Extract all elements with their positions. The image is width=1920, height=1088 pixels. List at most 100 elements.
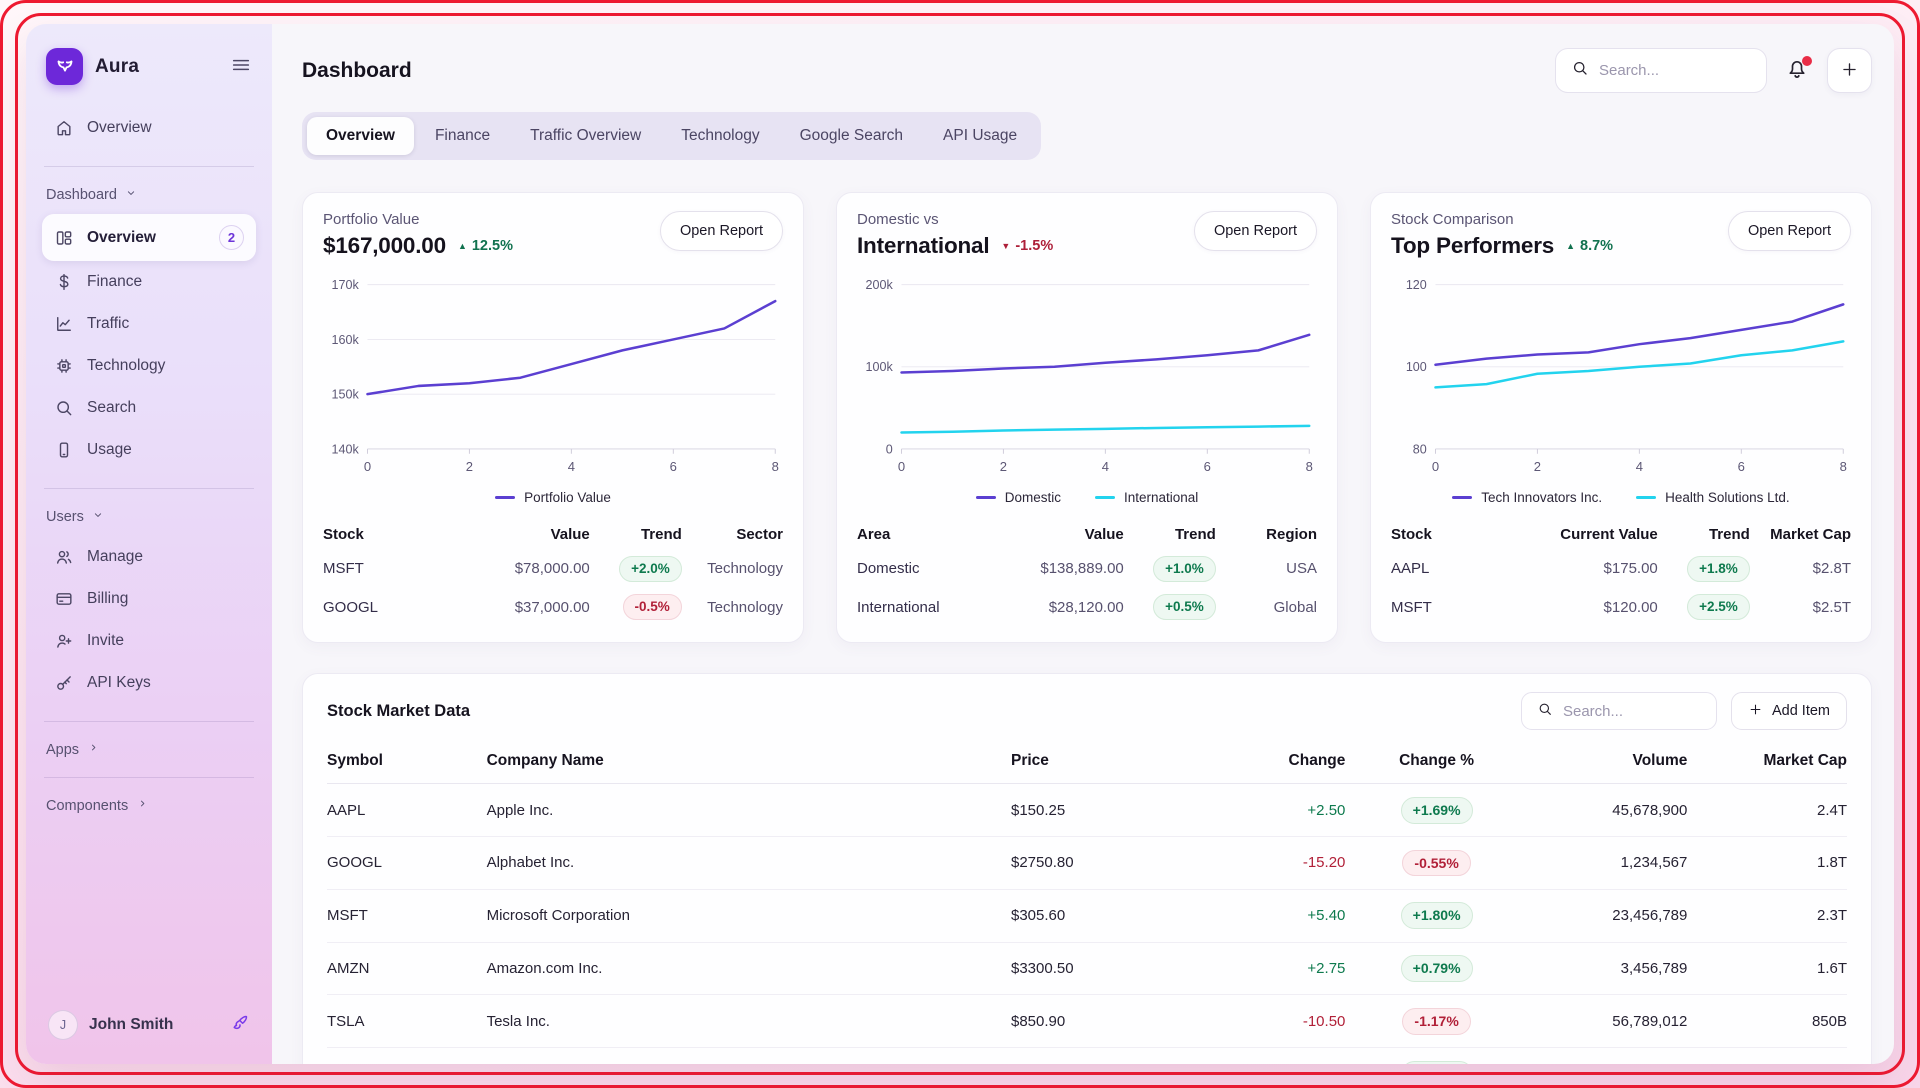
- table-row: GOOGL Alphabet Inc. $2750.80 -15.20 -0.55% 1,…: [327, 836, 1847, 890]
- chart-legend: Portfolio Value: [323, 490, 783, 505]
- column-header: Area: [857, 525, 891, 543]
- column-header-market-cap: Market Cap: [1687, 742, 1847, 785]
- table-cell: USA: [1286, 560, 1317, 578]
- section-label-users[interactable]: Users: [42, 506, 256, 536]
- sidebar-item-label: Finance: [87, 273, 143, 290]
- change-pct-pill: +1.69%: [1400, 796, 1473, 824]
- section-label-text: Dashboard: [46, 187, 117, 203]
- table-row: AAPL Apple Inc. $150.25 +2.50 +1.69% 45,678,9…: [327, 783, 1847, 838]
- change-cell: +5.40: [1208, 889, 1346, 943]
- table-cell: Tesla Inc.: [486, 994, 1011, 1049]
- chevron-right-icon: [136, 797, 149, 814]
- global-search[interactable]: [1555, 48, 1767, 93]
- notification-dot: [1802, 56, 1812, 66]
- section-label-dashboard[interactable]: Dashboard: [42, 184, 256, 214]
- open-report-button[interactable]: Open Report: [1727, 211, 1851, 251]
- tab-finance[interactable]: Finance: [416, 117, 509, 155]
- trend-pill: +1.0%: [1153, 555, 1216, 583]
- card-headline-row: $167,000.00 ▲ 12.5%: [323, 233, 513, 259]
- table-row: Domestic $138,889.00 +1.0% USA: [857, 550, 1317, 588]
- legend-swatch: [1094, 495, 1115, 500]
- sidebar-item-label: Traffic: [87, 315, 130, 332]
- table-cell: GOOGL: [323, 598, 379, 616]
- table-cell: $78,000.00: [514, 560, 590, 578]
- card-portfolio-value: Portfolio Value $167,000.00 ▲ 12.5% Open Rep…: [302, 192, 804, 644]
- trend-badge: ▼ -1.5%: [1001, 238, 1053, 254]
- table-cell: 1.8T: [1687, 836, 1847, 890]
- table-cell: MSFT: [327, 889, 487, 943]
- add-item-label: Add Item: [1771, 703, 1830, 720]
- legend-swatch: [1452, 495, 1473, 500]
- sidebar-item-billing[interactable]: Billing: [42, 578, 256, 620]
- summary-cards: Portfolio Value $167,000.00 ▲ 12.5% Open Rep…: [302, 192, 1872, 644]
- tab-overview[interactable]: Overview: [307, 117, 414, 155]
- card-headline-row: International ▼ -1.5%: [857, 233, 1053, 259]
- tab-google-search[interactable]: Google Search: [781, 117, 922, 155]
- sidebar-item-overview[interactable]: Overview 2: [42, 214, 256, 261]
- trend-pill: +2.5%: [1687, 594, 1750, 621]
- tab-technology[interactable]: Technology: [662, 117, 778, 155]
- user-profile[interactable]: J John Smith: [42, 1006, 256, 1044]
- card-headline-row: Top Performers ▲ 8.7%: [1391, 233, 1613, 259]
- tab-traffic-overview[interactable]: Traffic Overview: [511, 117, 660, 155]
- trend-pill: -0.5%: [622, 594, 682, 621]
- sidebar-nav: Overview Dashboard Overview 2 Finance Traffic…: [42, 107, 256, 816]
- sidebar-item-label: Invite: [87, 632, 125, 649]
- column-header: Current Value: [1560, 525, 1658, 543]
- table-row: NVDANVIDIA Corporation$450.30+12.45 +2.84…: [327, 1047, 1847, 1064]
- table-cell: Global: [1273, 598, 1317, 616]
- svg-text:8: 8: [1840, 459, 1847, 474]
- legend-item: International: [1094, 490, 1198, 505]
- column-header: Region: [1266, 525, 1317, 543]
- sidebar-item-traffic[interactable]: Traffic: [42, 303, 256, 345]
- tab-api-usage[interactable]: API Usage: [924, 117, 1036, 155]
- card-table: Area Value Trend Region Domestic $138,889.00 +…: [857, 519, 1317, 626]
- column-header: Trend: [1708, 525, 1750, 543]
- open-report-button[interactable]: Open Report: [1193, 211, 1317, 251]
- stock-market-header: Stock Market Data Add Item: [327, 692, 1847, 731]
- change-pct-cell: +1.69%: [1345, 783, 1528, 838]
- table-cell: $2.5T: [1812, 598, 1851, 616]
- user-plus-icon: [54, 631, 74, 651]
- svg-text:2: 2: [1534, 459, 1541, 474]
- sidebar-item-technology[interactable]: Technology: [42, 345, 256, 387]
- svg-text:0: 0: [364, 459, 371, 474]
- table-header-row: Stock Value Trend Sector: [323, 519, 783, 550]
- table-search-input[interactable]: [1562, 702, 1701, 720]
- table-cell: 45,678,900: [1527, 783, 1688, 838]
- change-pct-pill: +0.79%: [1400, 955, 1473, 982]
- sidebar-item-overview[interactable]: Overview: [42, 107, 256, 149]
- card-header-text: Stock Comparison Top Performers ▲ 8.7%: [1391, 211, 1613, 259]
- sidebar-divider: [44, 488, 254, 489]
- sidebar-link-apps[interactable]: Apps: [42, 739, 256, 760]
- app-window: Aura Overview Dashboard Overview 2 Finance Tr…: [26, 24, 1894, 1064]
- sidebar-item-finance[interactable]: Finance: [42, 261, 256, 303]
- table-cell: 1.1T: [1687, 1047, 1847, 1064]
- table-cell: International: [857, 598, 940, 616]
- open-report-button[interactable]: Open Report: [659, 211, 783, 251]
- card-table: Stock Current Value Trend Market Cap AAPL $17…: [1391, 519, 1851, 626]
- paintbrush-icon[interactable]: [229, 1013, 250, 1037]
- sidebar-link-components[interactable]: Components: [42, 795, 256, 816]
- card-headline: Top Performers: [1391, 233, 1555, 258]
- notifications-button[interactable]: [1785, 56, 1812, 84]
- add-button[interactable]: [1827, 48, 1872, 93]
- table-search[interactable]: [1520, 692, 1717, 731]
- table-cell: NVDA: [327, 1047, 487, 1064]
- column-header: Trend: [640, 525, 682, 543]
- sidebar-item-invite[interactable]: Invite: [42, 620, 256, 662]
- sidebar-item-search[interactable]: Search: [42, 387, 256, 429]
- sidebar-item-usage[interactable]: Usage: [42, 429, 256, 471]
- dollar-icon: [54, 272, 74, 292]
- menu-icon[interactable]: [230, 54, 252, 79]
- sidebar-item-manage[interactable]: Manage: [42, 536, 256, 578]
- table-cell: $305.60: [1011, 889, 1209, 943]
- add-item-button[interactable]: Add Item: [1730, 692, 1847, 731]
- plus-icon: [1748, 702, 1763, 721]
- card-icon: [54, 589, 74, 609]
- svg-text:2: 2: [1000, 459, 1007, 474]
- global-search-input[interactable]: [1599, 62, 1751, 79]
- sidebar-item-api-keys[interactable]: API Keys: [42, 662, 256, 704]
- svg-text:0: 0: [1432, 459, 1439, 474]
